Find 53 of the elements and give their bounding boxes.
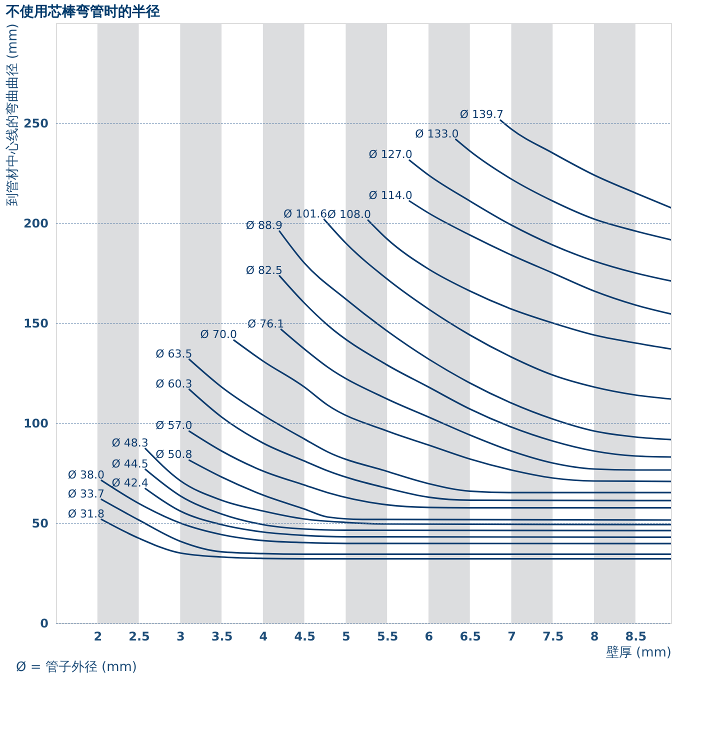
- series-label: Ø 101.6: [284, 207, 328, 220]
- x-tick-label: 5: [342, 630, 350, 644]
- x-tick-label: 8: [590, 630, 599, 644]
- series-label: Ø 139.7: [460, 108, 504, 122]
- series-label: Ø 127.0: [368, 148, 412, 162]
- line-series: [280, 328, 671, 471]
- series-label: Ø 60.3: [156, 377, 192, 390]
- line-series: [323, 218, 671, 400]
- x-axis-title: 壁厚 (mm): [606, 646, 672, 660]
- series-label: Ø 50.8: [156, 448, 192, 462]
- series-label: Ø 38.0: [68, 468, 105, 482]
- line-series: [367, 219, 671, 350]
- line-series: [500, 119, 671, 209]
- series-label: Ø 88.9: [246, 219, 282, 232]
- x-tick-label: 4: [259, 630, 268, 644]
- series-label: Ø 82.5: [246, 264, 282, 277]
- series-label: Ø 33.7: [68, 487, 105, 500]
- series-label: Ø 63.5: [156, 347, 192, 360]
- series-label: Ø 31.8: [68, 507, 105, 520]
- x-tick-label: 6.5: [460, 630, 481, 644]
- chart-title: 不使用芯棒弯管时的半径: [4, 3, 160, 20]
- y-tick-label: 50: [32, 516, 48, 530]
- y-tick-label: 150: [23, 316, 48, 330]
- x-tick-label: 6: [424, 630, 434, 644]
- series-label: Ø 57.0: [156, 419, 192, 432]
- x-tick-label: 4.5: [294, 630, 316, 644]
- line-series: [188, 459, 671, 521]
- series-label: Ø 42.4: [112, 476, 148, 490]
- x-tick-label: 3.5: [211, 630, 233, 644]
- line-series: [233, 339, 671, 482]
- x-tick-label: 7: [508, 630, 516, 644]
- series-label: Ø 44.5: [112, 457, 148, 470]
- x-tick-label: 8.5: [625, 630, 647, 644]
- line-series: [100, 518, 671, 560]
- y-tick-label: 100: [23, 416, 48, 430]
- x-tick-label: 2.5: [128, 630, 150, 644]
- series-label: Ø 133.0: [415, 127, 459, 140]
- line-series: [454, 138, 671, 241]
- x-tick-label: 3: [176, 630, 185, 644]
- series-label: Ø 114.0: [368, 189, 412, 202]
- y-axis-title: 到管材中心线的弯曲曲径 (mm): [4, 24, 20, 206]
- x-tick-label: 2: [94, 630, 102, 644]
- line-series: [408, 200, 671, 315]
- series-label: Ø 48.3: [112, 436, 148, 450]
- series-label: Ø 70.0: [200, 328, 237, 342]
- x-tick-label: 5.5: [376, 630, 398, 644]
- text: Ø = 管子外径 (mm): [16, 660, 137, 675]
- y-tick-label: 250: [23, 116, 48, 130]
- series-label: Ø 108.0: [327, 208, 372, 222]
- line-series: [144, 488, 671, 538]
- y-tick-label: 0: [40, 616, 48, 630]
- y-tick-label: 200: [23, 216, 48, 230]
- x-tick-label: 7.5: [542, 630, 564, 644]
